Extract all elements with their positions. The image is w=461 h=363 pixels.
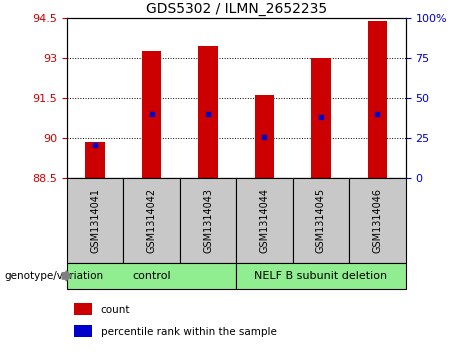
Bar xyxy=(85,142,105,178)
Text: control: control xyxy=(132,271,171,281)
Text: GSM1314041: GSM1314041 xyxy=(90,188,100,253)
Bar xyxy=(74,303,92,315)
Bar xyxy=(142,52,161,178)
Title: GDS5302 / ILMN_2652235: GDS5302 / ILMN_2652235 xyxy=(146,2,327,16)
Bar xyxy=(236,178,293,263)
Bar xyxy=(254,95,274,178)
Bar xyxy=(198,46,218,178)
Bar xyxy=(293,178,349,263)
Text: NELF B subunit deletion: NELF B subunit deletion xyxy=(254,271,388,281)
Bar xyxy=(74,325,92,337)
Bar xyxy=(67,178,123,263)
Text: GSM1314044: GSM1314044 xyxy=(260,188,270,253)
Text: percentile rank within the sample: percentile rank within the sample xyxy=(100,327,277,337)
Bar xyxy=(349,178,406,263)
Bar xyxy=(236,263,406,289)
Text: count: count xyxy=(100,305,130,315)
Text: GSM1314045: GSM1314045 xyxy=(316,188,326,253)
Bar xyxy=(67,263,236,289)
Bar xyxy=(123,178,180,263)
Text: GSM1314046: GSM1314046 xyxy=(372,188,383,253)
Text: GSM1314043: GSM1314043 xyxy=(203,188,213,253)
Text: genotype/variation: genotype/variation xyxy=(5,271,104,281)
Bar xyxy=(367,21,387,178)
Text: GSM1314042: GSM1314042 xyxy=(147,188,157,253)
Bar xyxy=(180,178,236,263)
Bar xyxy=(311,58,331,178)
